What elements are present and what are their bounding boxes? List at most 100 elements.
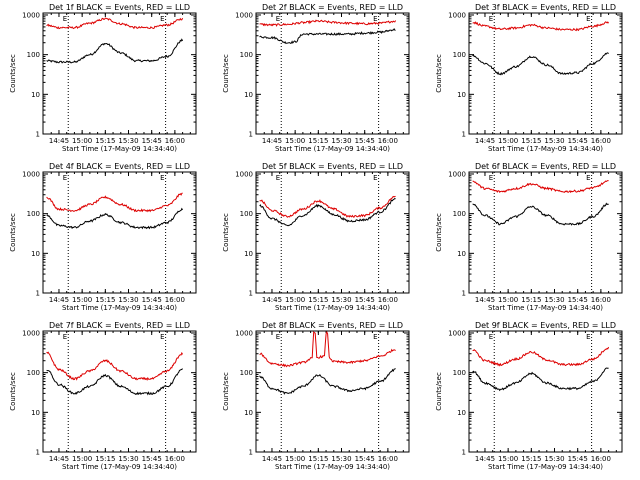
panel-title: Det 8f BLACK = Events, RED = LLD <box>262 321 403 330</box>
y-tick-label: 1000 <box>448 329 466 337</box>
x-tick-label: 15:45 <box>355 137 375 145</box>
y-axis-label: Counts/sec <box>9 213 17 252</box>
x-tick-label: 15:00 <box>72 137 92 145</box>
lld-series-line <box>259 330 396 368</box>
events-series-line <box>46 207 184 230</box>
e-marker: E <box>586 333 590 341</box>
lld-series-line <box>46 351 184 381</box>
lld-series-line <box>46 192 183 213</box>
x-tick-label: 15:15 <box>308 296 328 304</box>
events-series-line <box>472 202 609 226</box>
x-tick-label: 15:45 <box>355 455 375 463</box>
x-tick-label: 15:45 <box>568 296 588 304</box>
y-tick-label: 100 <box>27 369 40 377</box>
x-tick-label: 16:00 <box>165 296 185 304</box>
y-axis-label: Counts/sec <box>435 54 443 93</box>
e-marker: E <box>276 15 280 23</box>
y-tick-label: 10 <box>31 250 40 258</box>
y-tick-label: 1 <box>249 449 253 457</box>
lld-series-line <box>259 19 397 27</box>
x-tick-label: 15:00 <box>285 137 305 145</box>
y-tick-label: 10 <box>457 91 466 99</box>
plot-frame <box>468 171 623 294</box>
y-tick-label: 100 <box>453 51 466 59</box>
y-axis-label: Counts/sec <box>222 213 230 252</box>
e-marker: E <box>373 174 377 182</box>
e-marker: E <box>160 174 164 182</box>
x-tick-label: 14:45 <box>49 296 69 304</box>
e-marker: E <box>63 333 67 341</box>
panel-det-9: Det 9f BLACK = Events, RED = LLD 1 10 100 10… <box>435 321 623 471</box>
y-tick-label: 1000 <box>22 170 40 178</box>
x-axis-label: Start Time (17-May-09 14:34:40) <box>488 463 603 471</box>
e-marker: E <box>373 15 377 23</box>
x-tick-label: 14:45 <box>475 455 495 463</box>
y-tick-label: 1 <box>462 290 466 298</box>
y-tick-label: 10 <box>244 409 253 417</box>
x-tick-label: 15:00 <box>285 455 305 463</box>
lld-series-line <box>46 17 184 30</box>
y-tick-label: 100 <box>27 51 40 59</box>
x-tick-label: 15:45 <box>568 455 588 463</box>
panel-title: Det 3f BLACK = Events, RED = LLD <box>475 3 616 12</box>
y-tick-label: 1 <box>249 131 253 139</box>
y-tick-label: 100 <box>240 369 253 377</box>
panel-title: Det 6f BLACK = Events, RED = LLD <box>475 162 616 171</box>
plot-frame <box>255 330 410 453</box>
y-axis-label: Counts/sec <box>435 213 443 252</box>
e-marker: E <box>586 15 590 23</box>
panel-det-6: Det 6f BLACK = Events, RED = LLD 1 10 100 10… <box>435 162 623 312</box>
panel-title: Det 7f BLACK = Events, RED = LLD <box>49 321 190 330</box>
y-tick-label: 1 <box>462 449 466 457</box>
x-tick-label: 15:45 <box>142 137 162 145</box>
x-tick-label: 15:30 <box>118 296 138 304</box>
x-tick-label: 15:45 <box>355 296 375 304</box>
panel-det-3: Det 3f BLACK = Events, RED = LLD 1 10 100 10… <box>435 3 623 153</box>
panel-det-5: Det 5f BLACK = Events, RED = LLD 1 10 100 10… <box>222 162 410 312</box>
x-axis-label: Start Time (17-May-09 14:34:40) <box>62 304 177 312</box>
y-axis-label: Counts/sec <box>9 372 17 411</box>
events-series-line <box>472 367 609 392</box>
panel-det-1: Det 1f BLACK = Events, RED = LLD 1 10 100 10… <box>9 3 197 153</box>
e-marker: E <box>160 333 164 341</box>
lld-series-line <box>472 346 610 367</box>
y-axis-label: Counts/sec <box>222 372 230 411</box>
y-tick-label: 1000 <box>22 11 40 19</box>
x-axis-label: Start Time (17-May-09 14:34:40) <box>62 145 177 153</box>
events-series-line <box>472 52 609 76</box>
x-tick-label: 15:00 <box>498 137 518 145</box>
y-tick-label: 10 <box>31 409 40 417</box>
x-tick-label: 15:30 <box>118 137 138 145</box>
panel-title: Det 1f BLACK = Events, RED = LLD <box>49 3 190 12</box>
panel-det-4: Det 4f BLACK = Events, RED = LLD 1 10 100 10… <box>9 162 197 312</box>
y-tick-label: 1 <box>36 449 40 457</box>
x-tick-label: 15:30 <box>331 455 351 463</box>
x-tick-label: 16:00 <box>165 455 185 463</box>
x-tick-label: 14:45 <box>49 137 69 145</box>
x-tick-label: 15:15 <box>308 455 328 463</box>
lld-series-line <box>472 179 609 194</box>
plot-frame <box>468 330 623 453</box>
y-tick-label: 10 <box>244 91 253 99</box>
e-marker: E <box>276 174 280 182</box>
x-tick-label: 15:45 <box>142 455 162 463</box>
events-series-line <box>46 38 184 64</box>
x-tick-label: 14:45 <box>262 137 282 145</box>
x-axis-label: Start Time (17-May-09 14:34:40) <box>488 145 603 153</box>
x-tick-label: 16:00 <box>591 296 611 304</box>
x-axis-label: Start Time (17-May-09 14:34:40) <box>275 145 390 153</box>
y-tick-label: 1 <box>36 131 40 139</box>
panel-title: Det 5f BLACK = Events, RED = LLD <box>262 162 403 171</box>
e-marker: E <box>489 174 493 182</box>
e-marker: E <box>489 15 493 23</box>
x-tick-label: 16:00 <box>378 296 398 304</box>
events-series-line <box>46 368 183 396</box>
panel-title: Det 9f BLACK = Events, RED = LLD <box>475 321 616 330</box>
x-tick-label: 15:45 <box>568 137 588 145</box>
y-tick-label: 1000 <box>235 11 253 19</box>
x-tick-label: 16:00 <box>378 455 398 463</box>
e-marker: E <box>63 15 67 23</box>
y-tick-label: 100 <box>240 210 253 218</box>
y-tick-label: 10 <box>31 91 40 99</box>
